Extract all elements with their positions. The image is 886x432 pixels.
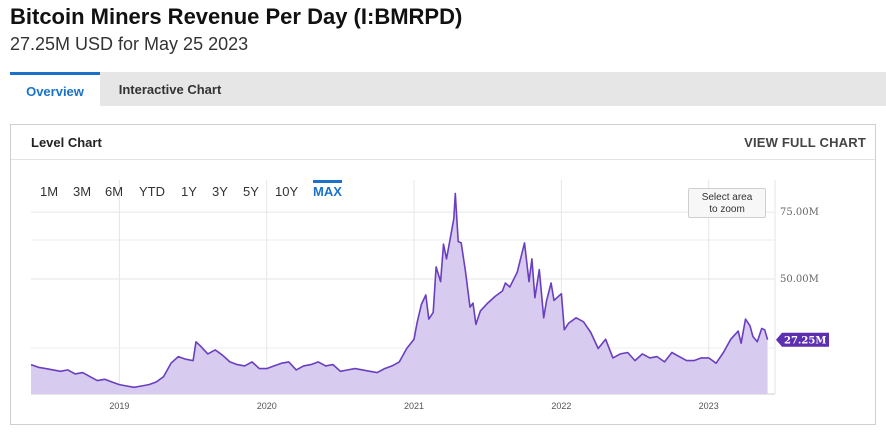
range-1m[interactable]: 1M (40, 184, 59, 199)
last-value-marker: 27.25M (776, 332, 829, 347)
page-title: Bitcoin Miners Revenue Per Day (I:BMRPD) (10, 4, 463, 29)
y-tick-label: 75.00M (780, 207, 819, 218)
tab-overview[interactable]: Overview (10, 72, 100, 106)
x-tick-label-2022: 2022 (551, 401, 571, 411)
range-ytd[interactable]: YTD (139, 184, 165, 199)
view-full-chart-link[interactable]: VIEW FULL CHART (744, 135, 866, 150)
range-6m[interactable]: 6M (105, 184, 124, 199)
range-5y[interactable]: 5Y (243, 184, 259, 199)
series-area (31, 193, 768, 394)
zoom-hint-line1: Select area (701, 192, 753, 203)
x-tick-label-2023: 2023 (699, 401, 719, 411)
range-3y[interactable]: 3Y (212, 184, 228, 199)
last-value-text: 27.25M (784, 336, 826, 347)
y-axis: 75.00M 50.00M (780, 207, 819, 285)
x-tick-label-2020: 2020 (257, 401, 277, 411)
page-subtitle: 27.25M USD for May 25 2023 (10, 34, 249, 54)
last-value-badge (776, 332, 829, 347)
tab-interactive-chart[interactable]: Interactive Chart (118, 82, 222, 97)
chart-panel-header: Level Chart VIEW FULL CHART (11, 125, 875, 160)
y-tick-label: 50.00M (780, 274, 819, 285)
series-line (30, 192, 769, 389)
range-10y[interactable]: 10Y (275, 184, 299, 199)
x-axis: 2019 2020 2021 2022 2023 (109, 401, 718, 411)
range-1y[interactable]: 1Y (181, 184, 197, 199)
tab-bar: Overview Interactive Chart (10, 72, 886, 106)
x-tick-label-2019: 2019 (109, 401, 129, 411)
x-tick-label-2021: 2021 (404, 401, 424, 411)
zoom-hint-line2: to zoom (709, 204, 745, 215)
level-chart-title: Level Chart (31, 135, 102, 150)
range-3m[interactable]: 3M (73, 184, 92, 199)
range-max[interactable]: MAX (313, 180, 342, 199)
select-area-zoom-hint[interactable]: Select area to zoom (688, 188, 766, 218)
